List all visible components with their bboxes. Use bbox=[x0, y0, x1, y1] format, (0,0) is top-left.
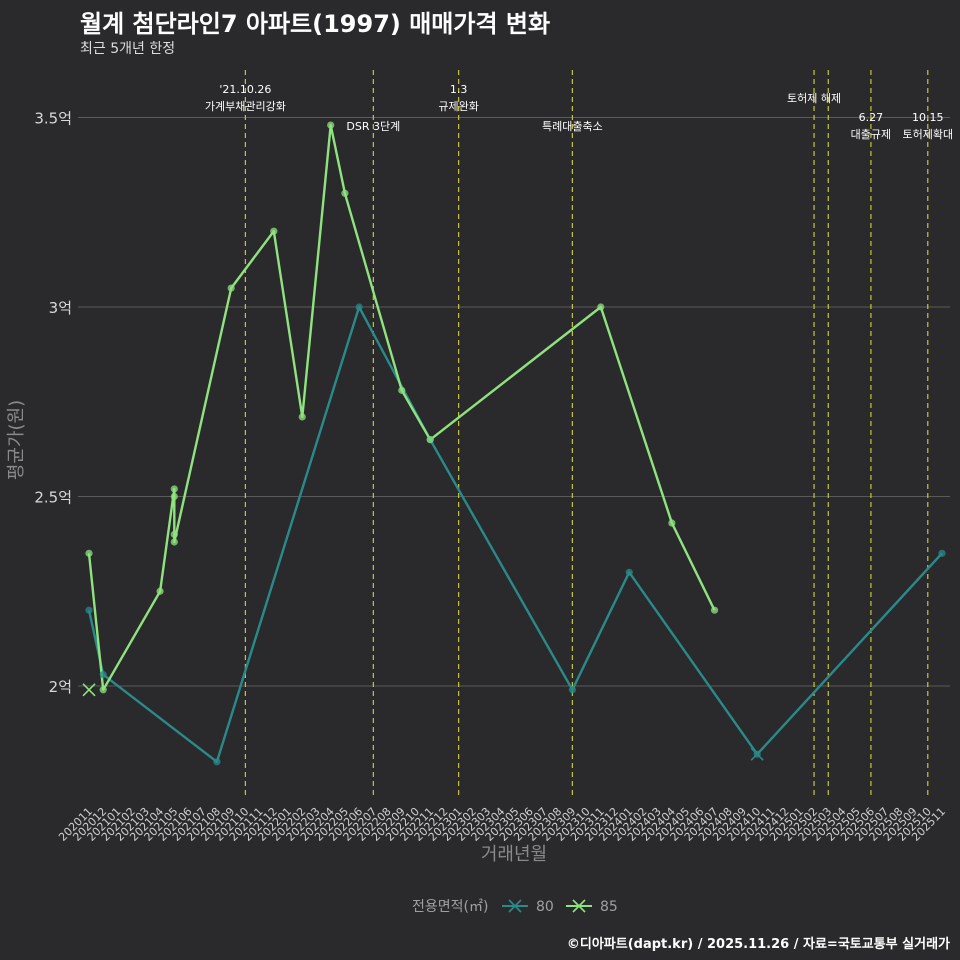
data-point-80 bbox=[99, 671, 107, 679]
data-point-85 bbox=[270, 227, 278, 235]
data-point-80 bbox=[355, 303, 363, 311]
y-tick-label: 3.5억 bbox=[34, 110, 72, 128]
event-label: 토허제확대 bbox=[902, 128, 953, 141]
event-label: 대출규제 bbox=[851, 128, 891, 141]
data-point-80 bbox=[85, 606, 93, 614]
data-point-85 bbox=[156, 587, 164, 595]
x-axis-label: 거래년월 bbox=[481, 844, 547, 865]
cross-marker-80 bbox=[750, 747, 764, 761]
data-point-80 bbox=[938, 549, 946, 557]
event-label: 10.15 bbox=[912, 111, 944, 124]
legend-label-85: 85 bbox=[600, 899, 618, 915]
data-point-80 bbox=[625, 568, 633, 576]
legend-title: 전용면적(㎡) bbox=[412, 899, 488, 915]
legend-item-80: 80 bbox=[502, 899, 554, 915]
legend-item-85: 85 bbox=[566, 899, 618, 915]
event-label: 토허제 해제 bbox=[787, 91, 841, 105]
x-axis: 2020112020122021012021022021032021042021… bbox=[56, 805, 948, 844]
event-label: 1.3 bbox=[450, 83, 468, 96]
data-point-85 bbox=[170, 530, 178, 539]
y-axis-label: 평균가(원) bbox=[6, 400, 27, 480]
event-label: DSR 3단계 bbox=[346, 120, 400, 133]
series-line-80 bbox=[87, 305, 943, 763]
event-label: 규제완화 bbox=[438, 100, 478, 113]
y-tick-label: 2억 bbox=[49, 678, 72, 696]
data-point-85 bbox=[170, 485, 178, 493]
chart-title: 월계 첨단라인7 아파트(1997) 매매가격 변화 bbox=[80, 10, 551, 38]
data-points bbox=[82, 121, 946, 766]
data-point-85 bbox=[298, 413, 306, 421]
data-point-80 bbox=[213, 758, 221, 766]
data-point-85 bbox=[327, 121, 335, 129]
series-line-85 bbox=[87, 123, 716, 691]
legend: 전용면적(㎡) 80 85 bbox=[412, 899, 618, 915]
legend-label-80: 80 bbox=[536, 899, 554, 915]
y-tick-label: 3억 bbox=[49, 299, 72, 317]
data-point-85 bbox=[668, 519, 676, 527]
grid-lines bbox=[78, 117, 950, 687]
event-label: 특례대출축소 bbox=[542, 120, 603, 133]
y-axis: 2억 2.5억 3억 3.5억 bbox=[34, 110, 72, 697]
chart-subtitle: 최근 5개년 한정 bbox=[80, 41, 176, 57]
cross-marker-85 bbox=[82, 683, 96, 697]
event-label: '21.10.26 bbox=[219, 83, 271, 96]
data-point-85 bbox=[341, 189, 349, 197]
data-point-85 bbox=[597, 303, 605, 311]
source-caption: ©디아파트(dapt.kr) / 2025.11.26 / 자료=국토교통부 실… bbox=[566, 937, 950, 952]
event-label: 6.27 bbox=[859, 111, 884, 124]
data-point-85 bbox=[426, 436, 434, 444]
data-point-85 bbox=[227, 284, 235, 292]
data-point-85 bbox=[710, 606, 719, 614]
y-tick-label: 2.5억 bbox=[34, 489, 72, 507]
data-point-85 bbox=[99, 686, 107, 694]
data-point-85 bbox=[170, 492, 178, 501]
data-point-85 bbox=[170, 538, 178, 546]
data-point-85 bbox=[398, 386, 406, 394]
data-point-80 bbox=[568, 686, 576, 694]
event-label: 가계부채관리강화 bbox=[205, 100, 286, 113]
data-point-85 bbox=[85, 549, 93, 557]
